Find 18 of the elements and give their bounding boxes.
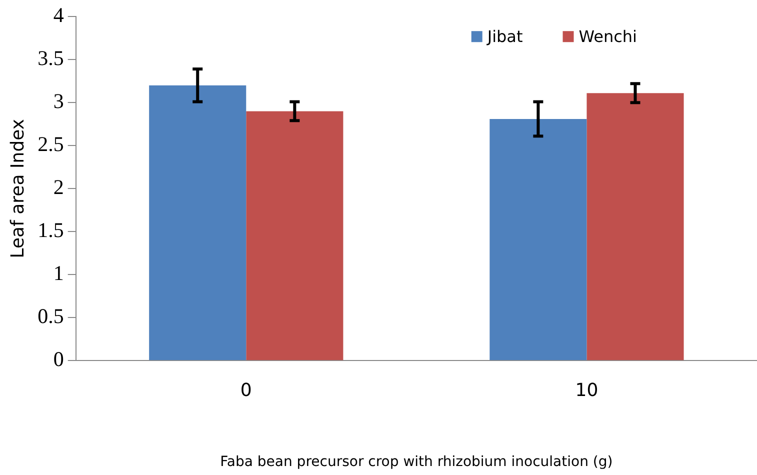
y-tick-label: 2.5 — [38, 132, 64, 156]
y-tick-label: 4 — [53, 3, 64, 28]
legend-label: Jibat — [486, 26, 523, 46]
bar — [586, 93, 684, 360]
y-axis-title: Leaf area Index — [7, 118, 28, 258]
y-tick-label: 3.5 — [38, 46, 64, 70]
bar — [490, 118, 587, 360]
y-tick-label: 0 — [53, 347, 64, 372]
y-tick-label: 2 — [53, 175, 64, 200]
bar — [246, 111, 344, 360]
x-axis-title: Faba bean precursor crop with rhizobium inoculation (g) — [220, 454, 613, 470]
y-tick-label: 0.5 — [38, 304, 64, 328]
x-tick-label: 10 — [575, 380, 598, 402]
legend-label: Wenchi — [578, 26, 637, 46]
bar — [149, 85, 246, 360]
y-tick-label: 3 — [53, 89, 64, 114]
y-tick-label: 1 — [53, 261, 64, 286]
y-tick-label: 1.5 — [38, 218, 64, 242]
